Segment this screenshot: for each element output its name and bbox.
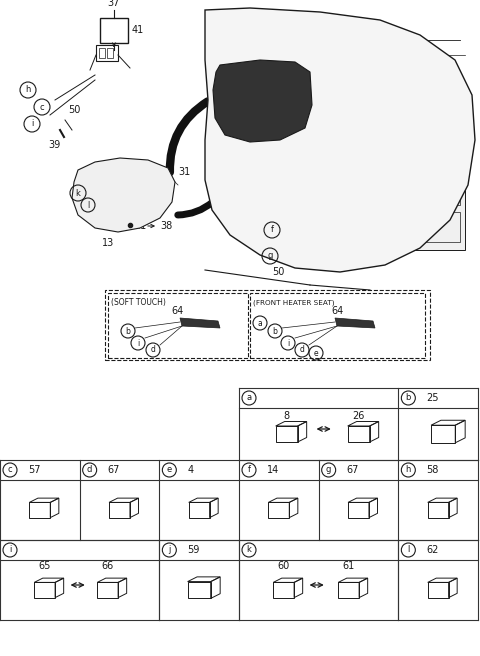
Ellipse shape	[217, 63, 307, 143]
Text: k: k	[75, 188, 81, 197]
Text: 58: 58	[426, 465, 439, 475]
Text: b: b	[126, 327, 131, 335]
Polygon shape	[72, 158, 175, 232]
Text: k: k	[247, 546, 252, 554]
Text: b: b	[406, 394, 411, 403]
Bar	[107, 48, 113, 58]
Text: e: e	[167, 466, 172, 474]
Text: 64: 64	[332, 306, 344, 316]
Text: 39: 39	[48, 140, 60, 150]
Bar	[400, 175, 460, 205]
Text: 26: 26	[352, 411, 365, 421]
Text: 50: 50	[68, 105, 80, 115]
Bar	[95, 173, 155, 215]
Text: i: i	[137, 338, 139, 348]
FancyArrowPatch shape	[170, 102, 208, 173]
Text: 67: 67	[108, 465, 120, 475]
Bar	[400, 138, 460, 168]
Text: 5: 5	[115, 184, 120, 192]
FancyArrowPatch shape	[178, 202, 213, 215]
Text: 62: 62	[426, 545, 439, 555]
Text: 27: 27	[338, 215, 350, 225]
Text: 8: 8	[284, 411, 290, 421]
Text: j: j	[168, 546, 170, 554]
Text: l: l	[87, 201, 89, 209]
Text: 25: 25	[426, 393, 439, 403]
Text: a: a	[258, 319, 263, 327]
Text: i: i	[9, 546, 11, 554]
Polygon shape	[180, 318, 220, 328]
Text: c: c	[40, 102, 44, 112]
Polygon shape	[213, 60, 312, 142]
Bar	[322, 221, 332, 237]
Bar	[100, 18, 128, 43]
Text: 31: 31	[178, 167, 190, 177]
Text: 50: 50	[272, 267, 284, 277]
Text: g: g	[267, 251, 273, 260]
Text: 4: 4	[187, 465, 193, 475]
Bar	[108, 293, 248, 358]
Text: h: h	[25, 85, 31, 94]
Text: d: d	[151, 346, 156, 354]
Bar	[400, 212, 460, 242]
Text: f: f	[248, 466, 251, 474]
Text: l: l	[407, 546, 409, 554]
Bar	[287, 221, 302, 237]
Text: 50: 50	[285, 237, 298, 247]
Text: c: c	[8, 466, 12, 474]
Bar	[325, 70, 405, 95]
Text: d: d	[87, 466, 92, 474]
Text: 14: 14	[267, 465, 279, 475]
Text: (SOFT TOUCH): (SOFT TOUCH)	[111, 298, 166, 308]
Bar	[99, 48, 105, 58]
Text: 66: 66	[102, 561, 114, 571]
Text: i: i	[31, 119, 33, 129]
Text: 65: 65	[38, 561, 51, 571]
Bar	[96, 45, 118, 61]
Text: h: h	[406, 466, 411, 474]
Text: 41: 41	[135, 221, 147, 231]
Text: d: d	[300, 346, 304, 354]
Text: 67: 67	[347, 465, 359, 475]
Bar	[320, 65, 410, 125]
Bar	[325, 100, 405, 118]
Text: 37: 37	[108, 0, 120, 8]
Bar	[305, 221, 320, 237]
Bar	[105, 290, 430, 360]
Text: 57: 57	[28, 465, 40, 475]
Text: b: b	[273, 327, 277, 335]
Text: 59: 59	[187, 545, 200, 555]
Text: 64: 64	[285, 251, 297, 261]
Text: g: g	[326, 466, 331, 474]
Bar	[395, 130, 465, 250]
Bar	[250, 293, 425, 358]
Polygon shape	[205, 8, 475, 272]
Polygon shape	[335, 318, 375, 328]
Text: 64: 64	[172, 306, 184, 316]
Text: (FRONT HEATER SEAT): (FRONT HEATER SEAT)	[253, 300, 335, 306]
Text: 13: 13	[102, 238, 114, 248]
Text: 60: 60	[277, 561, 290, 571]
Text: a: a	[246, 394, 252, 403]
Text: 41: 41	[132, 25, 144, 35]
Text: e: e	[314, 348, 318, 358]
Bar	[285, 218, 335, 240]
Text: i: i	[287, 338, 289, 348]
Text: f: f	[271, 226, 274, 234]
Text: 38: 38	[160, 221, 172, 231]
Text: 61: 61	[343, 561, 355, 571]
